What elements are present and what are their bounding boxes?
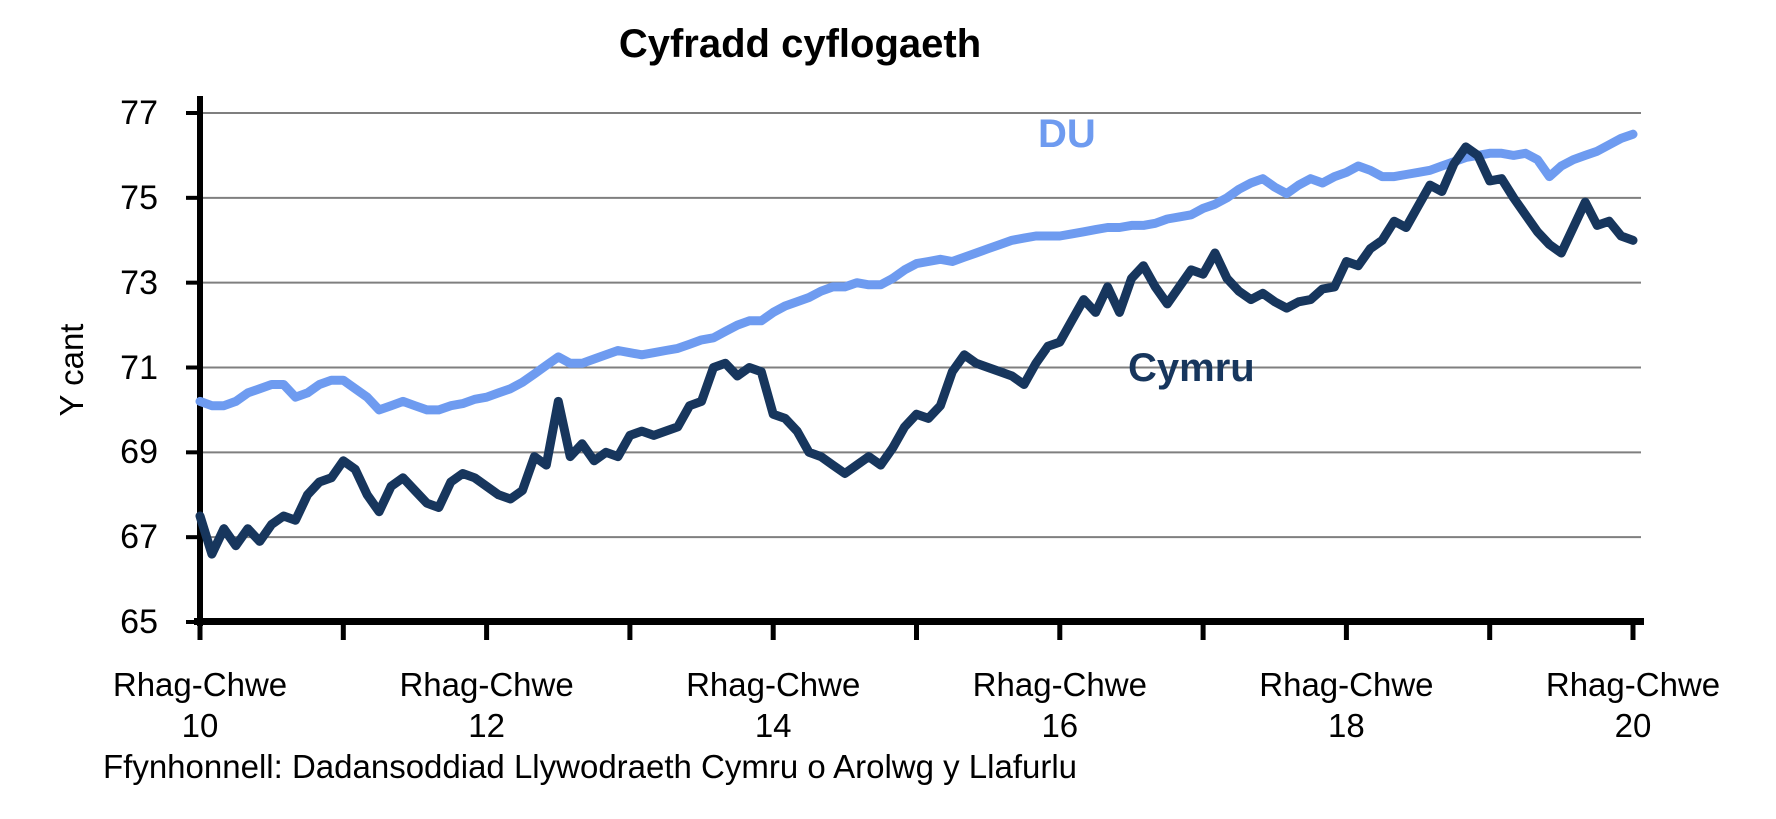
x-axis-tick-4 — [770, 625, 776, 640]
x-axis-tick-9 — [1487, 625, 1493, 640]
x-tick-label-year: 20 — [1614, 707, 1652, 744]
x-tick-label-period: Rhag-Chwe — [1545, 666, 1721, 703]
chart-title: Cyfradd cyflogaeth — [618, 22, 982, 66]
x-tick-label-period: Rhag-Chwe — [686, 666, 861, 703]
y-axis-tick-77 — [186, 111, 197, 115]
x-axis-tick-1 — [340, 625, 346, 640]
x-axis-tick-5 — [914, 625, 919, 640]
y-axis-tick-67 — [186, 535, 197, 540]
y-tick-label-67: 67 — [120, 518, 158, 557]
y-tick-label-65: 65 — [120, 603, 158, 641]
x-axis-tick-8 — [1343, 625, 1349, 640]
y-axis-tick-75 — [186, 195, 197, 200]
x-tick-label-year: 10 — [181, 707, 219, 744]
x-tick-label-12: Rhag-Chwe 12 — [337, 664, 637, 746]
series-label-du: DU — [1038, 112, 1096, 156]
y-tick-label-77: 77 — [120, 94, 158, 132]
x-axis-tick-3 — [627, 625, 633, 640]
x-tick-label-period: Rhag-Chwe — [112, 666, 288, 703]
x-axis-tick-10 — [1630, 625, 1636, 640]
x-axis-line — [194, 618, 1644, 625]
x-axis-tick-2 — [484, 625, 490, 640]
x-tick-label-year: 12 — [468, 707, 505, 744]
x-tick-label-18: Rhag-Chwe 18 — [1196, 664, 1496, 746]
y-axis-tick-69 — [186, 450, 197, 455]
y-tick-label-71: 71 — [120, 348, 158, 387]
x-axis-tick-7 — [1200, 625, 1206, 640]
x-tick-label-period: Rhag-Chwe — [399, 666, 574, 703]
y-tick-label-75: 75 — [120, 178, 158, 217]
y-axis-line — [197, 96, 203, 626]
y-tick-label-73: 73 — [120, 263, 158, 302]
y-tick-label-69: 69 — [120, 433, 158, 472]
x-tick-label-year: 14 — [754, 707, 792, 744]
x-tick-label-14: Rhag-Chwe 14 — [623, 664, 923, 746]
x-tick-label-period: Rhag-Chwe — [972, 666, 1147, 703]
x-axis-tick-0 — [197, 625, 203, 640]
source-note: Ffynhonnell: Dadansoddiad Llywodraeth Cy… — [103, 748, 1078, 785]
y-axis-tick-71 — [186, 365, 197, 370]
x-tick-label-10: Rhag-Chwe 10 — [50, 664, 350, 746]
series-line-cymru — [195, 142, 1638, 559]
series-line-du — [195, 129, 1638, 415]
x-tick-label-16: Rhag-Chwe 16 — [910, 664, 1210, 746]
x-tick-label-period: Rhag-Chwe — [1259, 666, 1434, 703]
x-tick-label-year: 18 — [1328, 707, 1365, 744]
y-axis-tick-73 — [186, 280, 197, 285]
x-axis-tick-6 — [1057, 625, 1063, 640]
x-tick-label-20: Rhag-Chwe 20 — [1483, 664, 1776, 746]
x-tick-label-year: 16 — [1041, 707, 1079, 744]
series-label-cymru: Cymru — [1128, 346, 1255, 390]
y-axis-tick-65 — [186, 620, 197, 624]
